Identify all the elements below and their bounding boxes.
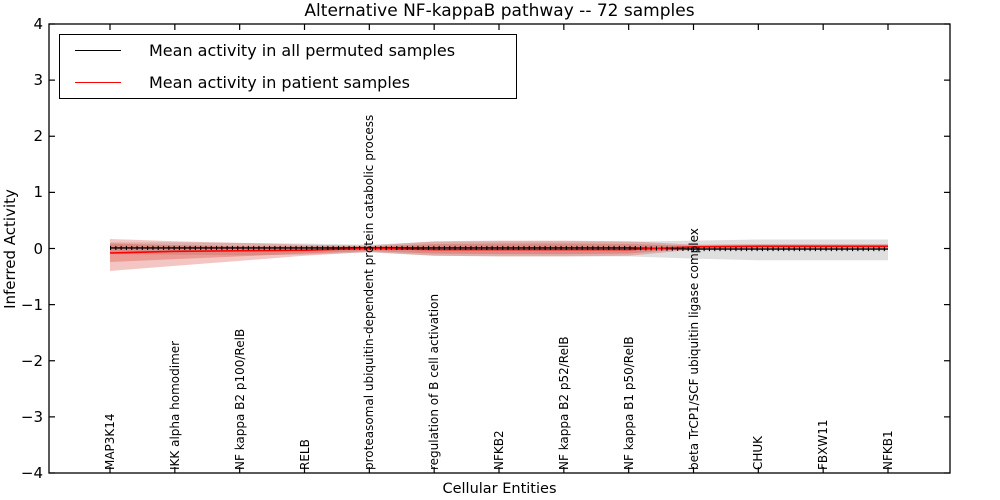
y-tick-label: 0 bbox=[33, 239, 43, 258]
x-category-label: NF kappa B2 p100/RelB bbox=[232, 328, 247, 470]
legend: Mean activity in all permuted samples Me… bbox=[59, 34, 517, 99]
legend-label-permuted: Mean activity in all permuted samples bbox=[149, 41, 456, 61]
legend-item-permuted: Mean activity in all permuted samples bbox=[60, 37, 516, 65]
x-category-label: NF kappa B2 p52/RelB bbox=[556, 336, 571, 470]
permuted-mean-line bbox=[110, 247, 888, 250]
y-tick-label: 1 bbox=[33, 183, 43, 202]
chart-title: Alternative NF-kappaB pathway -- 72 samp… bbox=[304, 1, 695, 21]
y-tick-label: 3 bbox=[33, 71, 43, 90]
y-tick-label: 2 bbox=[33, 127, 43, 146]
y-tick-label: −1 bbox=[20, 295, 43, 314]
x-category-label: NFKB1 bbox=[881, 430, 895, 470]
legend-item-patient: Mean activity in patient samples bbox=[60, 68, 516, 96]
x-category-label: CHUK bbox=[751, 435, 766, 470]
x-axis-label: Cellular Entities bbox=[442, 481, 557, 497]
x-category-label: FBXW11 bbox=[816, 419, 831, 471]
patient-mean-line bbox=[109, 245, 888, 254]
x-category-label: NF kappa B1 p50/RelB bbox=[621, 336, 636, 470]
x-category-label: NFKB2 bbox=[492, 430, 506, 470]
x-category-label: MAP3K14 bbox=[103, 413, 117, 470]
x-category-label: proteasomal ubiquitin-dependent protein … bbox=[362, 114, 377, 470]
legend-label-patient: Mean activity in patient samples bbox=[149, 72, 410, 92]
legend-line-patient-icon bbox=[75, 81, 121, 83]
y-tick-label: −3 bbox=[20, 407, 43, 426]
x-category-label: beta TrCP1/SCF ubiquitin ligase complex bbox=[686, 228, 701, 470]
y-tick-label: −4 bbox=[20, 464, 43, 482]
x-category-label: regulation of B cell activation bbox=[427, 293, 442, 470]
legend-line-permuted-icon bbox=[75, 50, 121, 52]
y-tick-label: 4 bbox=[33, 15, 43, 33]
x-category-label: RELB bbox=[297, 439, 312, 470]
x-category-label: IKK alpha homodimer bbox=[167, 340, 182, 470]
y-tick-label: −2 bbox=[20, 351, 43, 370]
